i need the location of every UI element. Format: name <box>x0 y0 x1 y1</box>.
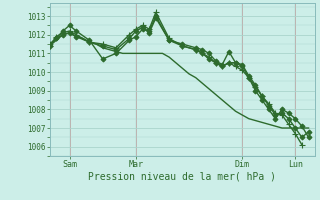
X-axis label: Pression niveau de la mer( hPa ): Pression niveau de la mer( hPa ) <box>88 172 276 182</box>
